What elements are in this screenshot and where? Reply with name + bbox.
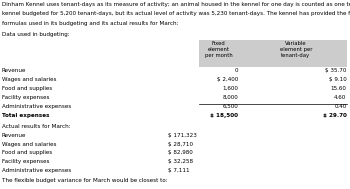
Text: $ 9.10: $ 9.10 — [329, 77, 346, 82]
Text: Data used in budgeting:: Data used in budgeting: — [2, 32, 69, 37]
Text: formulas used in its budgeting and its actual results for March:: formulas used in its budgeting and its a… — [2, 21, 178, 26]
Text: Food and supplies: Food and supplies — [2, 86, 52, 91]
Text: 0.40: 0.40 — [334, 104, 346, 109]
Text: Administrative expenses: Administrative expenses — [2, 104, 71, 109]
Text: $ 171,323: $ 171,323 — [168, 133, 197, 138]
Text: 6,500: 6,500 — [222, 104, 238, 109]
Text: Dinham Kennel uses tenant-days as its measure of activity; an animal housed in t: Dinham Kennel uses tenant-days as its me… — [2, 2, 350, 7]
Text: $ 32,258: $ 32,258 — [168, 159, 193, 164]
Text: Revenue: Revenue — [2, 68, 26, 73]
Text: 0: 0 — [234, 68, 238, 73]
Text: $ 35.70: $ 35.70 — [325, 68, 346, 73]
Text: The flexible budget variance for March would be closest to:: The flexible budget variance for March w… — [2, 178, 167, 183]
Text: Wages and salaries: Wages and salaries — [2, 77, 56, 82]
Text: $ 2,400: $ 2,400 — [217, 77, 238, 82]
Text: $ 7,111: $ 7,111 — [168, 168, 190, 173]
Text: Wages and salaries: Wages and salaries — [2, 142, 56, 146]
Text: 4.60: 4.60 — [334, 95, 346, 100]
Text: Variable
element per
tenant-day: Variable element per tenant-day — [280, 41, 312, 58]
Text: Revenue: Revenue — [2, 133, 26, 138]
Text: $ 18,500: $ 18,500 — [210, 113, 238, 118]
Text: Actual results for March:: Actual results for March: — [2, 124, 70, 129]
Text: 15.60: 15.60 — [331, 86, 346, 91]
Text: Facility expenses: Facility expenses — [2, 95, 49, 100]
Text: Administrative expenses: Administrative expenses — [2, 168, 71, 173]
Text: $ 82,980: $ 82,980 — [168, 150, 193, 155]
Text: $ 29.70: $ 29.70 — [323, 113, 346, 118]
Text: Facility expenses: Facility expenses — [2, 159, 49, 164]
Text: $ 28,710: $ 28,710 — [168, 142, 193, 146]
Text: 8,000: 8,000 — [222, 95, 238, 100]
Text: kennel budgeted for 5,200 tenant-days, but its actual level of activity was 5,23: kennel budgeted for 5,200 tenant-days, b… — [2, 11, 350, 16]
FancyBboxPatch shape — [199, 40, 346, 67]
Text: 1,600: 1,600 — [222, 86, 238, 91]
Text: Food and supplies: Food and supplies — [2, 150, 52, 155]
Text: Total expenses: Total expenses — [2, 113, 49, 118]
Text: Fixed
element
per month: Fixed element per month — [205, 41, 233, 58]
